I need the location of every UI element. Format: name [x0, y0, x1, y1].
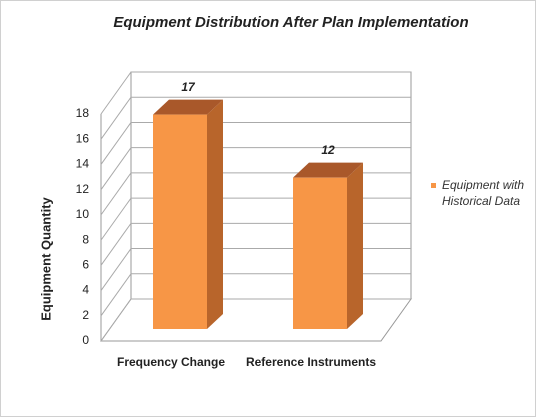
x-tick-label: Reference Instruments — [246, 355, 376, 369]
chart-title: Equipment Distribution After Plan Implem… — [113, 14, 468, 31]
grid-line — [100, 248, 132, 291]
y-tick-label: 16 — [76, 131, 90, 145]
data-label: 12 — [321, 143, 335, 157]
y-tick-label: 10 — [76, 207, 90, 221]
bar-top — [293, 162, 363, 178]
grid-line — [100, 147, 132, 190]
legend-swatch — [431, 183, 436, 188]
grid-line — [100, 298, 132, 342]
y-tick-label: 4 — [82, 283, 89, 297]
bar-side — [207, 99, 223, 329]
y-tick-label: 0 — [82, 333, 89, 347]
bar-side — [347, 162, 363, 329]
data-label: 17 — [181, 80, 196, 94]
grid-line — [100, 197, 132, 241]
y-tick-label: 2 — [82, 308, 89, 322]
bar-top — [153, 99, 223, 115]
y-tick-label: 12 — [76, 182, 90, 196]
bar — [293, 177, 347, 329]
y-tick-label: 18 — [76, 106, 90, 120]
y-tick-label: 8 — [82, 232, 89, 246]
y-axis-label: Equipment Quantity — [38, 196, 53, 320]
bar — [153, 114, 207, 329]
legend-label: Equipment with Historical Data — [442, 178, 525, 208]
grid-line — [100, 71, 132, 115]
grid-line — [100, 223, 132, 266]
grid-line — [100, 172, 132, 216]
x-tick-label: Frequency Change — [117, 355, 225, 369]
legend: Equipment with Historical Data — [431, 177, 531, 209]
grid-line — [100, 122, 132, 165]
grid-line — [100, 96, 132, 140]
y-tick-label: 14 — [76, 157, 90, 171]
grid-line — [100, 273, 132, 317]
floor — [100, 298, 412, 342]
y-tick-label: 6 — [82, 258, 89, 272]
